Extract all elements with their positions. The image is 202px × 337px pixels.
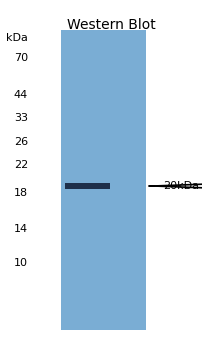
Text: 70: 70 (14, 53, 28, 63)
Text: 18: 18 (14, 188, 28, 198)
Text: 22: 22 (14, 160, 28, 170)
Text: 26: 26 (14, 137, 28, 147)
Text: 10: 10 (14, 258, 28, 268)
Text: kDa: kDa (6, 33, 28, 43)
Bar (61, 30, 145, 330)
Bar (65, 183, 109, 189)
Text: 20kDa: 20kDa (162, 181, 198, 191)
Text: 14: 14 (14, 224, 28, 234)
Text: 44: 44 (14, 90, 28, 100)
Text: Western Blot: Western Blot (67, 18, 155, 32)
Text: 33: 33 (14, 113, 28, 123)
